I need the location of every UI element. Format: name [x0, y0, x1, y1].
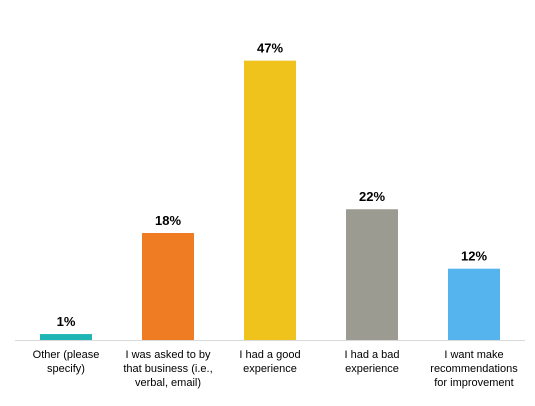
- category-label-line: experience: [243, 363, 297, 375]
- category-label-line: specify): [47, 363, 85, 375]
- category-label-3: I had a good experience: [239, 349, 300, 375]
- bar-4: [346, 209, 398, 340]
- category-label-1: Other (please specify): [33, 349, 100, 375]
- data-label-5: 12%: [461, 249, 487, 264]
- bar-1: [40, 334, 92, 340]
- category-label-line: experience: [345, 363, 399, 375]
- category-label-2: I was asked to by that business (i.e., ver…: [123, 349, 212, 389]
- bar-3: [244, 60, 296, 340]
- bar-2: [142, 233, 194, 340]
- data-label-2: 18%: [155, 213, 181, 228]
- bars-layer: [40, 60, 500, 340]
- category-label-line: I was asked to by: [126, 349, 211, 361]
- bar-5: [448, 268, 500, 340]
- category-label-line: I want make: [444, 349, 503, 361]
- data-label-1: 1%: [57, 314, 76, 329]
- category-label-line: Other (please: [33, 349, 100, 361]
- category-label-line: I had a good: [239, 349, 300, 361]
- category-label-line: for improvement: [434, 377, 513, 389]
- category-label-line: recommendations: [430, 363, 518, 375]
- category-label-5: I want make recommendations for improvemen…: [430, 349, 518, 389]
- data-label-3: 47%: [257, 41, 283, 56]
- data-labels-layer: 1% 18% 47% 22% 12%: [57, 41, 488, 329]
- category-label-line: I had a bad: [344, 349, 399, 361]
- category-labels-layer: Other (please specify) I was asked to by th…: [33, 349, 519, 389]
- category-label-line: that business (i.e.,: [123, 363, 212, 375]
- category-label-4: I had a bad experience: [344, 349, 399, 375]
- data-label-4: 22%: [359, 189, 385, 204]
- category-label-line: verbal, email): [135, 377, 201, 389]
